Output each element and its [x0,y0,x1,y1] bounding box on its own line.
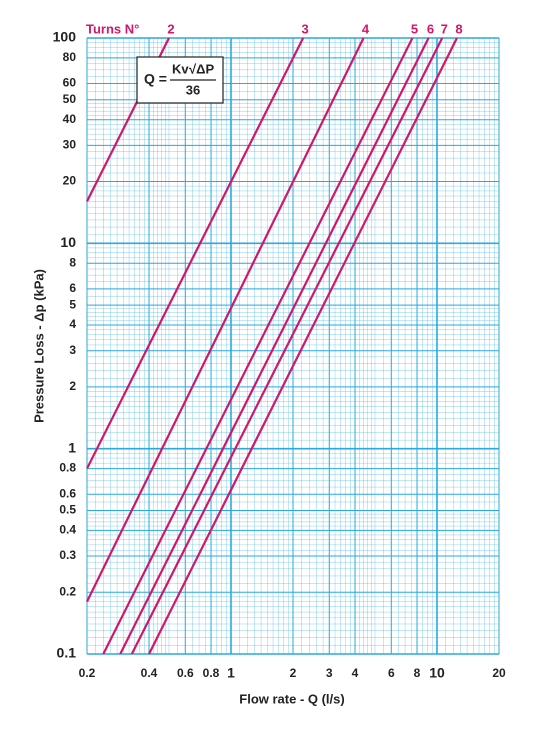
x-axis-label: Flow rate - Q (l/s) [239,691,344,706]
y-tick-label: 2 [69,379,76,393]
formula-denominator: 36 [186,82,200,97]
x-tick-label: 2 [290,666,297,680]
legend-label: 3 [302,21,309,36]
y-tick-label: 0.4 [59,523,76,537]
y-tick-label: 3 [69,343,76,357]
formula-box: Q = Kv √ΔP 36 [136,56,224,104]
formula-lhs: Q = [144,71,167,87]
y-tick-label: 6 [69,281,76,295]
plot [86,37,458,655]
y-tick-label: 50 [63,92,77,106]
y-tick-label: 30 [63,138,77,152]
y-tick-label: 0.5 [59,503,76,517]
y-tick-label: 10 [60,234,76,250]
legend-title: Turns N° [86,21,139,36]
y-tick-label: 0.3 [59,548,76,562]
turn-line [130,37,444,655]
y-tick-label: 0.6 [59,486,76,500]
formula-kv: Kv [172,61,189,76]
turn-line [102,37,414,655]
legend-label: 4 [362,21,370,36]
y-axis-label: Pressure Loss - Δp (kPa) [31,269,46,423]
x-tick-label: 6 [388,666,395,680]
turn-line [86,37,365,603]
y-tick-label: 80 [63,50,77,64]
x-tick-label: 4 [352,666,359,680]
y-tick-label: 20 [63,174,77,188]
legend-label: 6 [427,21,434,36]
y-tick-label: 0.1 [57,645,77,661]
x-tick-label: 3 [326,666,333,680]
turn-line [86,37,305,470]
turn-line [119,37,430,655]
x-tick-label: 0.8 [203,666,220,680]
x-tick-label: 1 [227,665,235,681]
turn-line [148,37,458,655]
legend-label: 2 [167,21,174,36]
x-tick-label: 8 [414,666,421,680]
y-tick-label: 40 [63,112,77,126]
legend-label: 5 [411,21,418,36]
x-tick-label: 0.6 [177,666,194,680]
legend-label: 8 [455,21,462,36]
y-tick-label: 8 [69,255,76,269]
formula-root: √ΔP [189,61,214,76]
y-tick-label: 4 [69,317,76,331]
y-tick-label: 0.8 [59,461,76,475]
y-tick-label: 1 [68,439,76,455]
y-tick-label: 0.2 [59,584,76,598]
y-tick-label: 100 [53,29,77,45]
legend-label: 7 [441,21,448,36]
x-tick-label: 0.4 [141,666,158,680]
y-tick-label: 5 [69,297,76,311]
y-tick-label: 60 [63,76,77,90]
x-tick-label: 10 [429,665,445,681]
x-tick-label: 0.2 [79,666,96,680]
x-tick-label: 20 [492,666,506,680]
